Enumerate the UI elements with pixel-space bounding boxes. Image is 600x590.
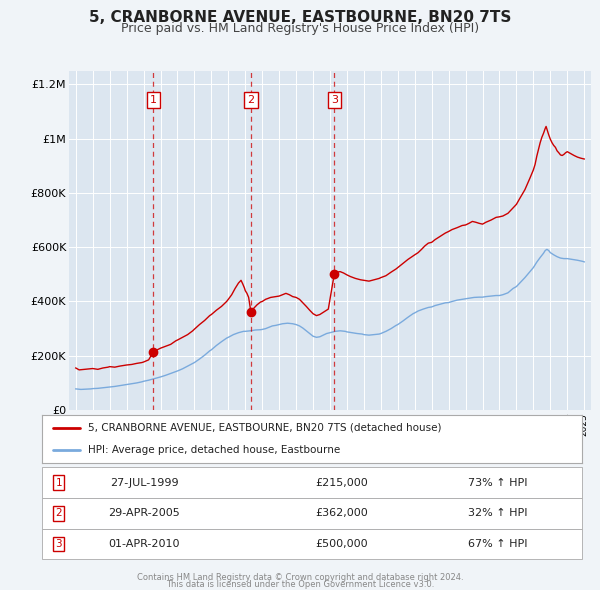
Text: 1: 1 xyxy=(150,94,157,104)
Text: 73% ↑ HPI: 73% ↑ HPI xyxy=(468,478,528,487)
Text: 1: 1 xyxy=(55,478,62,487)
Text: 29-APR-2005: 29-APR-2005 xyxy=(108,509,180,518)
Text: 5, CRANBORNE AVENUE, EASTBOURNE, BN20 7TS (detached house): 5, CRANBORNE AVENUE, EASTBOURNE, BN20 7T… xyxy=(88,423,442,433)
Text: £500,000: £500,000 xyxy=(316,539,368,549)
Text: 01-APR-2010: 01-APR-2010 xyxy=(108,539,180,549)
Text: 2: 2 xyxy=(247,94,254,104)
Text: £362,000: £362,000 xyxy=(316,509,368,518)
Text: 5, CRANBORNE AVENUE, EASTBOURNE, BN20 7TS: 5, CRANBORNE AVENUE, EASTBOURNE, BN20 7T… xyxy=(89,10,511,25)
Text: 27-JUL-1999: 27-JUL-1999 xyxy=(110,478,178,487)
Text: Price paid vs. HM Land Registry's House Price Index (HPI): Price paid vs. HM Land Registry's House … xyxy=(121,22,479,35)
Text: 2: 2 xyxy=(55,509,62,518)
Text: 32% ↑ HPI: 32% ↑ HPI xyxy=(468,509,528,518)
Text: £215,000: £215,000 xyxy=(316,478,368,487)
Text: 3: 3 xyxy=(331,94,338,104)
Text: Contains HM Land Registry data © Crown copyright and database right 2024.: Contains HM Land Registry data © Crown c… xyxy=(137,573,463,582)
Text: HPI: Average price, detached house, Eastbourne: HPI: Average price, detached house, East… xyxy=(88,445,340,455)
Text: This data is licensed under the Open Government Licence v3.0.: This data is licensed under the Open Gov… xyxy=(166,580,434,589)
Text: 67% ↑ HPI: 67% ↑ HPI xyxy=(468,539,528,549)
Text: 3: 3 xyxy=(55,539,62,549)
